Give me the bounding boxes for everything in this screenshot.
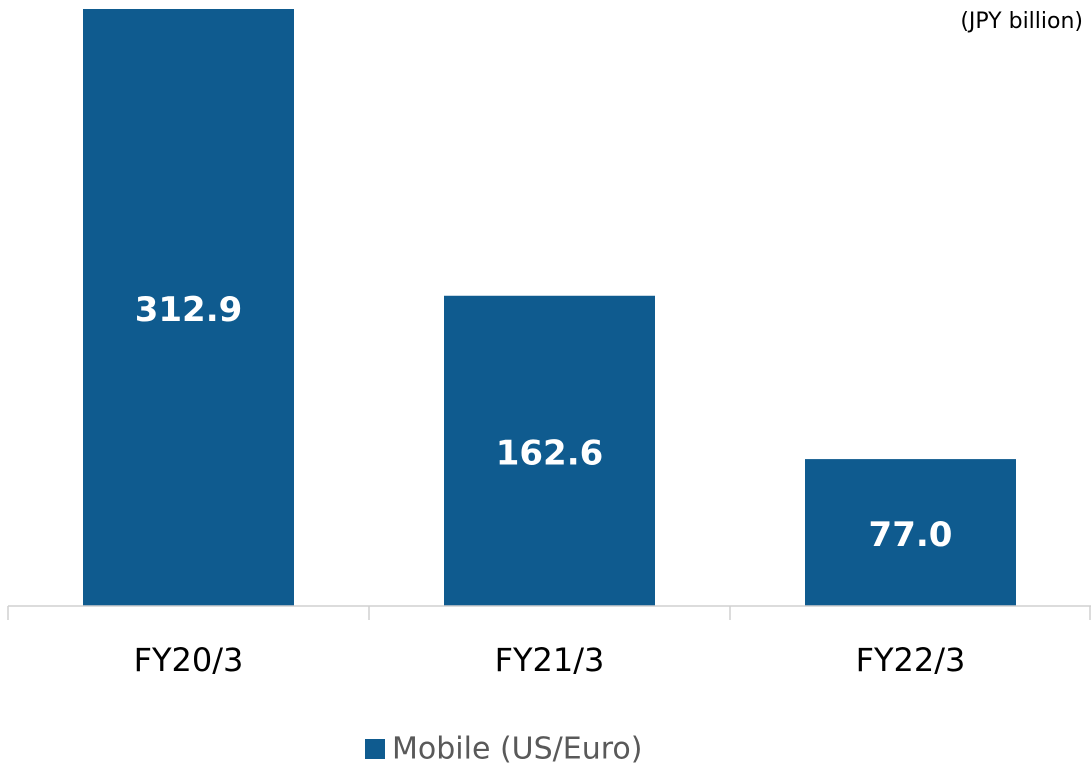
legend-swatch bbox=[365, 739, 385, 759]
x-tick-label: FY22/3 bbox=[856, 641, 966, 679]
bar bbox=[444, 295, 655, 606]
value-label: 162.6 bbox=[496, 433, 604, 473]
value-label: 312.9 bbox=[135, 290, 243, 330]
value-label: 77.0 bbox=[869, 515, 953, 555]
bar bbox=[83, 9, 294, 606]
bar bbox=[805, 459, 1016, 606]
x-tick-label: FY20/3 bbox=[134, 641, 244, 679]
legend-label: Mobile (US/Euro) bbox=[392, 732, 642, 767]
unit-label: (JPY billion) bbox=[960, 9, 1083, 34]
x-tick-label: FY21/3 bbox=[495, 641, 605, 679]
